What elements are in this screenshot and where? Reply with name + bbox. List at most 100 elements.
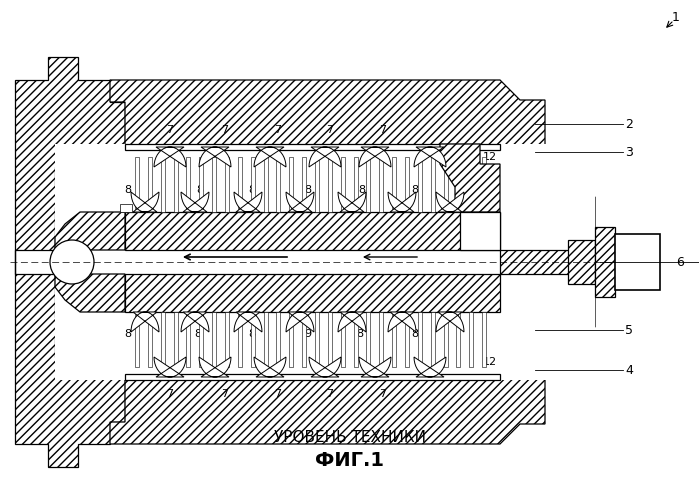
Text: 1: 1	[672, 11, 680, 24]
Polygon shape	[125, 212, 500, 250]
Text: 8: 8	[248, 185, 256, 195]
Polygon shape	[131, 192, 159, 212]
Text: 3: 3	[625, 146, 633, 158]
Bar	[302, 312, 306, 367]
Polygon shape	[436, 192, 464, 212]
Polygon shape	[199, 147, 231, 167]
Text: 8: 8	[194, 329, 201, 339]
Bar	[418, 312, 422, 367]
Bar	[392, 157, 396, 212]
Bar	[405, 312, 409, 367]
Bar	[276, 157, 280, 212]
Text: 8: 8	[305, 185, 312, 195]
Bar	[469, 157, 473, 212]
Bar	[225, 312, 229, 367]
Bar	[161, 312, 165, 367]
Bar	[469, 312, 473, 367]
Bar	[264, 312, 268, 367]
Text: 7: 7	[380, 389, 387, 399]
Bar	[161, 157, 165, 212]
Polygon shape	[440, 144, 500, 212]
Bar	[392, 312, 396, 367]
Polygon shape	[388, 192, 416, 212]
Circle shape	[50, 240, 94, 284]
Bar	[173, 157, 178, 212]
Bar	[238, 157, 242, 212]
Polygon shape	[388, 312, 416, 332]
Bar	[340, 312, 345, 367]
Text: 7: 7	[275, 125, 282, 135]
Text: 8: 8	[196, 185, 203, 195]
Bar	[199, 312, 203, 367]
Bar	[340, 157, 345, 212]
Bar	[187, 157, 190, 212]
Text: 7: 7	[166, 125, 173, 135]
Bar	[366, 157, 370, 212]
Text: 5: 5	[625, 323, 633, 337]
Bar	[380, 157, 383, 212]
Polygon shape	[286, 312, 314, 332]
Bar	[328, 157, 332, 212]
Bar	[315, 157, 319, 212]
Bar	[251, 312, 254, 367]
Bar	[615, 234, 660, 290]
Polygon shape	[338, 192, 366, 212]
Polygon shape	[234, 312, 262, 332]
Text: 7: 7	[222, 125, 229, 135]
Bar	[187, 312, 190, 367]
Text: 8: 8	[124, 329, 131, 339]
Polygon shape	[110, 274, 595, 444]
Bar	[568, 240, 595, 284]
Text: 9: 9	[305, 329, 312, 339]
Polygon shape	[234, 192, 262, 212]
Bar	[405, 157, 409, 212]
Polygon shape	[359, 147, 391, 167]
Polygon shape	[414, 147, 446, 167]
Bar	[418, 157, 422, 212]
Bar	[212, 157, 216, 212]
Polygon shape	[436, 312, 464, 332]
Text: 11: 11	[398, 227, 412, 237]
Text: 8: 8	[412, 185, 419, 195]
Polygon shape	[55, 212, 125, 250]
Bar	[199, 157, 203, 212]
Text: 4: 4	[625, 364, 633, 376]
Bar	[225, 157, 229, 212]
Text: 8: 8	[412, 329, 419, 339]
Bar	[289, 312, 294, 367]
Text: 7: 7	[326, 389, 333, 399]
Polygon shape	[154, 147, 186, 167]
Text: 10: 10	[455, 227, 469, 237]
Text: 12: 12	[483, 152, 497, 162]
Bar	[366, 312, 370, 367]
Bar	[500, 250, 600, 274]
Polygon shape	[154, 357, 186, 377]
Polygon shape	[110, 80, 595, 250]
Polygon shape	[338, 312, 366, 332]
Bar	[125, 374, 500, 380]
Polygon shape	[55, 274, 125, 312]
Polygon shape	[181, 192, 209, 212]
Bar	[148, 312, 152, 367]
Polygon shape	[460, 212, 500, 250]
Text: 12: 12	[483, 357, 497, 367]
Bar	[431, 157, 435, 212]
Text: 7: 7	[275, 389, 282, 399]
Text: 8: 8	[359, 185, 366, 195]
Bar	[431, 312, 435, 367]
Text: 8: 8	[356, 329, 363, 339]
Text: ФИГ.1: ФИГ.1	[315, 450, 384, 469]
Bar	[264, 157, 268, 212]
Text: 13: 13	[247, 234, 263, 246]
Text: 8: 8	[124, 185, 131, 195]
Polygon shape	[125, 274, 500, 312]
Bar	[120, 204, 132, 212]
Text: 7: 7	[326, 125, 333, 135]
Bar	[135, 312, 139, 367]
Polygon shape	[199, 357, 231, 377]
Text: 2: 2	[625, 118, 633, 130]
Bar	[482, 312, 486, 367]
Bar	[173, 312, 178, 367]
Polygon shape	[309, 147, 341, 167]
Bar	[135, 157, 139, 212]
